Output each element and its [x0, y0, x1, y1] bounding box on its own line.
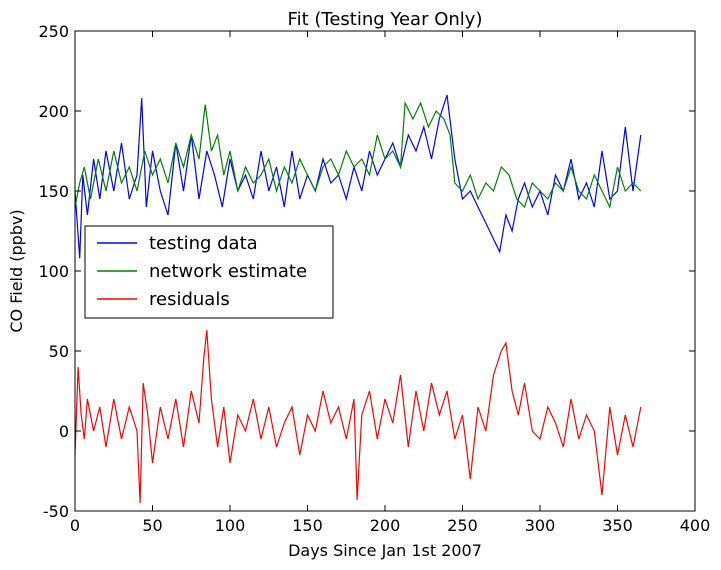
y-tick-label: 250 — [38, 22, 69, 41]
y-tick-label: 0 — [59, 422, 69, 441]
x-tick-label: 100 — [215, 516, 246, 535]
y-axis-label: CO Field (ppbv) — [7, 209, 26, 332]
chart-title: Fit (Testing Year Only) — [288, 9, 483, 30]
x-tick-label: 300 — [525, 516, 556, 535]
y-tick-label: 150 — [38, 182, 69, 201]
legend-label: residuals — [149, 289, 230, 310]
series-line-network-estimate — [74, 100, 642, 209]
y-tick-label: 100 — [38, 262, 69, 281]
series-layer — [74, 94, 642, 504]
series-line-residuals — [74, 330, 642, 504]
legend-label: testing data — [149, 233, 258, 254]
x-tick-label: 50 — [142, 516, 162, 535]
legend: testing data network estimate residuals — [84, 225, 334, 319]
x-tick-label: 0 — [70, 516, 80, 535]
x-tick-label: 200 — [370, 516, 401, 535]
legend-label: network estimate — [149, 261, 307, 282]
x-tick-label: 150 — [292, 516, 323, 535]
x-axis-label: Days Since Jan 1st 2007 — [288, 541, 482, 560]
y-tick-label: 200 — [38, 102, 69, 121]
x-tick-label: 400 — [680, 516, 711, 535]
legend-frame — [84, 225, 334, 319]
series-line-testing-data — [74, 94, 642, 259]
tick-layer: 0 50 100 150 200 250 300 350 400-500501001502002… — [38, 22, 710, 535]
y-tick-label: 50 — [49, 342, 69, 361]
x-tick-label: 350 — [602, 516, 633, 535]
y-tick-label: -50 — [43, 502, 69, 521]
x-tick-label: 250 — [447, 516, 478, 535]
